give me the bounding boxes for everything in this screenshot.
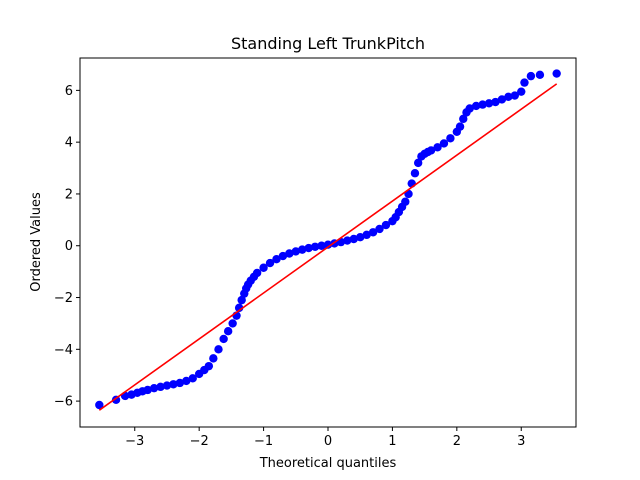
data-point	[162, 381, 172, 390]
data-point	[433, 143, 442, 152]
data-point	[362, 230, 371, 240]
data-point	[323, 240, 333, 249]
x-tick-label: 1	[388, 434, 396, 449]
y-tick-label: −6	[54, 395, 73, 410]
y-tick-label: 0	[65, 239, 73, 254]
data-point	[375, 224, 384, 234]
data-point	[252, 268, 262, 278]
data-point	[272, 255, 281, 264]
data-point	[426, 146, 436, 155]
x-tick-label: 3	[517, 434, 525, 449]
data-point	[343, 236, 352, 245]
x-tick-label: −2	[190, 434, 209, 449]
data-point	[413, 158, 423, 168]
data-point	[517, 87, 526, 96]
data-point	[484, 99, 494, 108]
chart-title: Standing Left TrunkPitch	[231, 34, 425, 53]
fit-line-group	[98, 83, 558, 411]
data-point	[446, 134, 455, 143]
data-point	[478, 100, 487, 109]
data-point	[223, 326, 233, 336]
x-tick-label: −1	[254, 434, 273, 449]
fit-line	[98, 83, 558, 411]
data-point	[552, 69, 561, 78]
data-point	[204, 361, 214, 371]
data-point	[285, 249, 294, 258]
data-point	[156, 382, 165, 392]
data-point	[526, 71, 536, 81]
data-point	[182, 376, 191, 386]
data-point	[219, 334, 228, 344]
x-tick-label: 0	[324, 434, 332, 449]
y-tick-label: −2	[54, 291, 73, 306]
x-tick-label: 2	[453, 434, 461, 449]
data-point	[349, 234, 358, 244]
data-point	[459, 114, 468, 124]
data-point	[455, 122, 465, 131]
y-tick-label: 4	[65, 136, 73, 151]
data-point	[491, 97, 500, 107]
y-tick-label: 6	[65, 84, 73, 99]
data-point	[209, 354, 218, 363]
data-point	[291, 247, 300, 256]
data-point	[234, 303, 244, 313]
data-point	[535, 70, 545, 80]
data-point	[95, 400, 104, 410]
x-tick-label: −3	[125, 434, 144, 449]
data-point	[356, 232, 365, 242]
data-point	[471, 101, 481, 111]
data-point	[401, 197, 410, 206]
y-axis: −6 −4 −2 0 2 4 6	[54, 84, 80, 410]
data-point	[410, 169, 420, 178]
data-point	[175, 378, 185, 388]
data-point	[111, 395, 121, 405]
data-point	[368, 228, 378, 237]
data-point	[143, 385, 152, 395]
y-tick-label: −4	[54, 343, 73, 358]
data-point	[304, 243, 313, 253]
data-point	[497, 95, 507, 104]
data-point	[510, 91, 520, 100]
y-tick-label: 2	[65, 187, 73, 202]
data-point	[214, 345, 223, 354]
data-point	[298, 245, 307, 254]
data-point	[310, 242, 320, 251]
data-point	[504, 92, 513, 102]
data-point	[259, 263, 268, 272]
data-point	[169, 380, 178, 389]
data-point	[439, 139, 449, 148]
data-point	[149, 383, 159, 393]
data-point	[317, 241, 326, 250]
data-point	[520, 78, 529, 87]
x-axis-label: Theoretical quantiles	[259, 456, 397, 471]
data-point	[228, 319, 237, 328]
x-axis: −3 −2 −1 0 1 2 3	[125, 427, 525, 449]
data-point	[265, 258, 275, 268]
data-point	[278, 251, 288, 261]
data-point	[188, 374, 197, 383]
data-point	[465, 104, 474, 113]
data-point	[237, 295, 246, 305]
data-point	[381, 220, 391, 230]
y-axis-label: Ordered Values	[29, 192, 44, 292]
data-points	[95, 69, 561, 410]
